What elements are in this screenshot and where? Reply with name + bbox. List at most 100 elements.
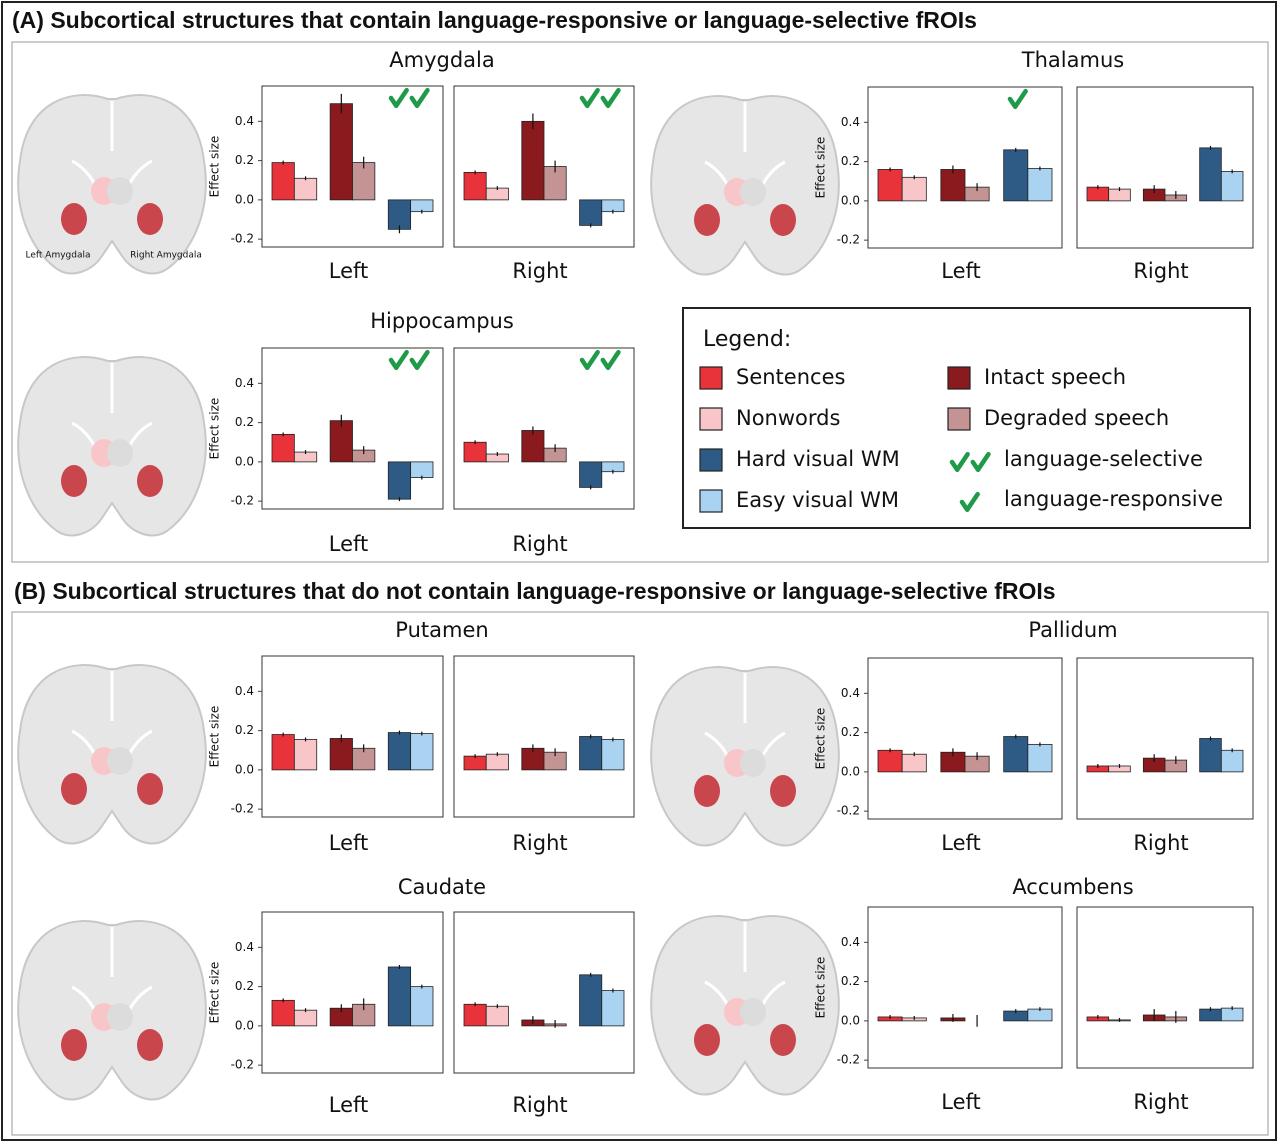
legend-label: Intact speech — [984, 365, 1126, 389]
y-axis-label: Effect size — [208, 962, 222, 1024]
y-tick-label: -0.2 — [231, 1058, 254, 1072]
legend-swatch — [699, 448, 723, 472]
panel-frame — [453, 655, 635, 818]
y-axis-label: Effect size — [208, 398, 222, 460]
bar — [271, 999, 295, 1027]
y-tick-label: 0.4 — [841, 686, 860, 700]
check-mark — [959, 491, 980, 513]
brain-region — [137, 203, 163, 235]
legend-label: Easy visual WM — [736, 488, 899, 512]
check-mark — [388, 349, 409, 371]
bar — [293, 177, 318, 201]
panel-label: Right — [512, 259, 567, 283]
y-tick-label: 0.0 — [841, 764, 860, 778]
chart-title: Pallidum — [1028, 618, 1117, 642]
panel-label: Right — [512, 831, 567, 855]
bar — [579, 461, 603, 488]
bar — [293, 1009, 318, 1027]
bar — [485, 753, 509, 771]
y-tick-label: 0.0 — [235, 1018, 254, 1032]
brain-region — [740, 998, 766, 1026]
bar — [1027, 743, 1053, 773]
brain-region — [770, 1024, 796, 1056]
bar — [271, 162, 295, 201]
y-axis-label: Effect size — [814, 708, 828, 770]
y-tick-label: -0.2 — [231, 232, 254, 246]
brain-region — [61, 773, 87, 805]
bar — [579, 199, 603, 226]
brain-region — [107, 177, 133, 205]
bar — [601, 990, 625, 1027]
panel-label: Left — [941, 831, 981, 855]
panel-label: Left — [329, 1093, 369, 1117]
section-box — [11, 41, 1269, 563]
y-tick-label: -0.2 — [837, 804, 860, 818]
panel-label: Right — [1133, 1090, 1188, 1114]
section-box — [11, 611, 1269, 1136]
y-axis-label: Effect size — [814, 957, 828, 1019]
legend-label: Hard visual WM — [736, 447, 900, 471]
bar — [485, 1005, 509, 1027]
legend-title: Legend: — [703, 327, 791, 352]
bar — [1003, 149, 1029, 202]
y-tick-label: -0.2 — [231, 494, 254, 508]
check-mark — [579, 87, 600, 109]
bar — [521, 120, 545, 201]
y-tick-label: 0.0 — [841, 1013, 860, 1027]
panel-frame — [1076, 86, 1254, 249]
y-axis-label: Effect size — [814, 137, 828, 199]
y-tick-label: 0.4 — [235, 684, 254, 698]
check-mark — [600, 349, 621, 371]
legend-label: Sentences — [736, 365, 845, 389]
brain-region — [770, 775, 796, 807]
panel-frame — [1076, 906, 1254, 1069]
panel-frame — [453, 347, 635, 510]
bar — [1220, 171, 1244, 202]
panel-label: Right — [512, 532, 567, 556]
bar — [1003, 736, 1029, 773]
y-tick-label: 0.0 — [235, 192, 254, 206]
bar — [329, 103, 353, 201]
y-tick-label: 0.0 — [235, 454, 254, 468]
panel-frame — [1076, 657, 1254, 820]
y-tick-label: 0.2 — [841, 974, 860, 988]
check-mark — [949, 451, 970, 473]
bar — [271, 734, 295, 771]
legend-swatch — [947, 407, 971, 431]
y-axis-label: Effect size — [208, 706, 222, 768]
chart-title: Hippocampus — [370, 309, 514, 333]
brain-region — [694, 1024, 720, 1056]
brain-region — [137, 465, 163, 497]
bar — [463, 1003, 487, 1027]
bar — [329, 738, 353, 771]
bar — [601, 739, 625, 771]
panel-label: Left — [329, 831, 369, 855]
bar — [410, 986, 434, 1027]
y-tick-label: -0.2 — [837, 1053, 860, 1067]
panel-label: Right — [512, 1093, 567, 1117]
panel-label: Left — [941, 259, 981, 283]
bar — [387, 966, 412, 1027]
brain-region — [61, 203, 87, 235]
check-mark — [579, 349, 600, 371]
bar — [329, 420, 353, 463]
y-tick-label: -0.2 — [231, 802, 254, 816]
bar — [579, 974, 603, 1027]
image-label: Right Amygdala — [130, 251, 202, 261]
bar — [387, 199, 412, 230]
check-mark — [388, 87, 409, 109]
y-tick-label: 0.4 — [235, 940, 254, 954]
chart-title: Accumbens — [1012, 875, 1133, 899]
panel-label: Right — [1133, 831, 1188, 855]
y-tick-label: 0.4 — [235, 376, 254, 390]
chart-title: Putamen — [395, 618, 488, 642]
y-tick-label: 0.4 — [841, 935, 860, 949]
y-tick-label: 0.2 — [235, 415, 254, 429]
panel-label: Right — [1133, 259, 1188, 283]
panel-label: Left — [329, 259, 369, 283]
legend-swatch — [699, 366, 723, 390]
brain-region — [61, 465, 87, 497]
bar — [1220, 749, 1244, 773]
